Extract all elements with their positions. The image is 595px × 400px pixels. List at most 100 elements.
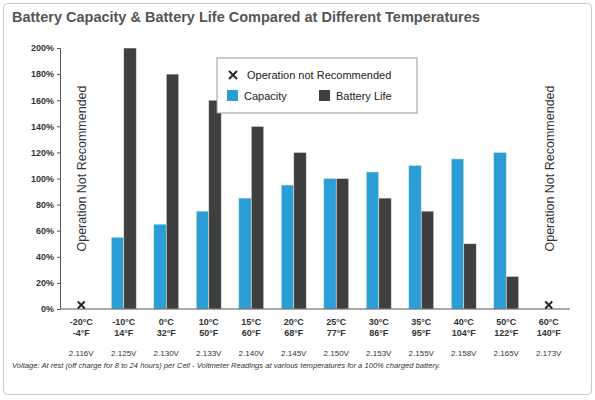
frame bbox=[4, 4, 592, 395]
y-tick: 0% bbox=[41, 304, 60, 314]
annotation: Operation Not Recommended bbox=[75, 85, 89, 251]
y-tick-label: 20% bbox=[36, 278, 54, 288]
y-tick-mark bbox=[57, 309, 60, 310]
y-tick-label: 0% bbox=[41, 304, 54, 314]
x-tick-label-fahrenheit: 95°F bbox=[412, 328, 432, 338]
voltage-label: 2.150V bbox=[324, 349, 350, 358]
annotation: Operation Not Recommended bbox=[543, 85, 557, 251]
x-tick-label-fahrenheit: 60°F bbox=[242, 328, 262, 338]
legend-label: Operation not Recommended bbox=[247, 69, 391, 81]
x-tick-label: 0°C bbox=[159, 317, 175, 327]
x-tick-label: 20°C bbox=[284, 317, 305, 327]
annotations: Operation Not Recommended Operation Not R… bbox=[75, 85, 557, 308]
y-tick-label: 140% bbox=[31, 122, 54, 132]
x-axis-line bbox=[60, 309, 570, 310]
bar bbox=[421, 211, 434, 309]
bar bbox=[111, 237, 124, 309]
x-tick-label: 50°C bbox=[496, 317, 517, 327]
y-tick-label: 180% bbox=[31, 69, 54, 79]
x-tick-label-fahrenheit: 122°F bbox=[494, 328, 519, 338]
bar bbox=[409, 165, 422, 309]
voltage-label: 2.158V bbox=[451, 349, 477, 358]
x-tick-label: 30°C bbox=[369, 317, 390, 327]
bar bbox=[451, 159, 464, 309]
bar bbox=[464, 244, 477, 309]
y-tick: 180% bbox=[31, 69, 60, 79]
bar bbox=[251, 126, 264, 309]
bar bbox=[124, 48, 137, 309]
bar bbox=[196, 211, 209, 309]
voltage-label: 2.165V bbox=[494, 349, 520, 358]
legend-marker bbox=[229, 71, 237, 79]
y-axis: 0% 20% 40% 60% 80% 100% 120% 140% 160% 180% 200% bbox=[31, 43, 61, 314]
y-tick: 140% bbox=[31, 122, 60, 132]
x-axis: -20°C-4°F 2.116V -10°C14°F 2.125V 0°C32°F 2.1… bbox=[69, 317, 562, 358]
y-tick: 20% bbox=[36, 278, 60, 288]
x-tick-label: 40°C bbox=[454, 317, 475, 327]
bars bbox=[111, 48, 519, 309]
bar bbox=[506, 276, 519, 309]
x-tick-label-fahrenheit: 32°F bbox=[157, 328, 177, 338]
x-tick-label: 25°C bbox=[326, 317, 347, 327]
x-tick-label-fahrenheit: 50°F bbox=[199, 328, 219, 338]
legend-box bbox=[217, 58, 417, 113]
voltage-note: Voltage: At rest (off charge for 8 to 24… bbox=[12, 361, 440, 370]
x-tick-label-fahrenheit: 68°F bbox=[284, 328, 304, 338]
x-tick-label: 15°C bbox=[241, 317, 262, 327]
y-axis-line bbox=[57, 49, 61, 310]
bar bbox=[294, 152, 307, 309]
y-tick-label: 60% bbox=[36, 226, 54, 236]
legend-swatch bbox=[227, 90, 238, 101]
y-tick-mark bbox=[57, 179, 60, 180]
voltage-label: 2.116V bbox=[69, 349, 94, 358]
legend-label: Battery Life bbox=[336, 90, 392, 102]
y-tick-label: 80% bbox=[36, 200, 54, 210]
legend-label: Capacity bbox=[244, 90, 287, 102]
voltage-label: 2.125V bbox=[111, 349, 137, 358]
y-tick-mark bbox=[57, 257, 60, 258]
x-tick-label-fahrenheit: -4°F bbox=[73, 328, 91, 338]
y-tick: 100% bbox=[31, 174, 60, 184]
x-tick-label: 60°C bbox=[539, 317, 560, 327]
legend-swatch bbox=[319, 90, 330, 101]
y-tick-mark bbox=[57, 74, 60, 75]
y-tick-mark bbox=[57, 100, 60, 101]
x-tick-label-fahrenheit: 104°F bbox=[452, 328, 477, 338]
x-tick-label-fahrenheit: 14°F bbox=[114, 328, 134, 338]
y-tick: 200% bbox=[31, 43, 60, 53]
y-tick-label: 100% bbox=[31, 174, 54, 184]
y-tick-label: 40% bbox=[36, 252, 54, 262]
bar bbox=[209, 100, 222, 309]
y-tick-mark bbox=[57, 205, 60, 206]
y-tick-label: 120% bbox=[31, 148, 54, 158]
chart-svg: Battery Capacity & Battery Life Compared… bbox=[0, 0, 595, 400]
voltage-label: 2.133V bbox=[196, 349, 222, 358]
not-recommended-marker bbox=[545, 302, 552, 309]
y-tick: 60% bbox=[36, 226, 60, 236]
y-tick-label: 200% bbox=[31, 43, 54, 53]
x-tick-label-fahrenheit: 77°F bbox=[327, 328, 347, 338]
bar bbox=[379, 198, 392, 309]
bar bbox=[336, 179, 349, 310]
voltage-label: 2.153V bbox=[366, 349, 392, 358]
x-tick-label-fahrenheit: 140°F bbox=[537, 328, 562, 338]
x-tick-label: -10°C bbox=[112, 317, 136, 327]
y-tick-mark bbox=[57, 152, 60, 153]
not-recommended-marker bbox=[78, 302, 85, 309]
y-tick: 40% bbox=[36, 252, 60, 262]
bar bbox=[239, 198, 252, 309]
bar bbox=[281, 185, 294, 309]
voltage-label: 2.155V bbox=[409, 349, 435, 358]
x-tick-label: 10°C bbox=[199, 317, 220, 327]
x-tick-label: 35°C bbox=[411, 317, 432, 327]
x-tick-label-fahrenheit: 86°F bbox=[369, 328, 389, 338]
legend: Operation not Recommended Capacity Battery… bbox=[217, 58, 417, 113]
x-tick-label: -20°C bbox=[70, 317, 94, 327]
y-tick-mark bbox=[57, 231, 60, 232]
bar bbox=[366, 172, 379, 309]
y-tick-label: 160% bbox=[31, 96, 54, 106]
voltage-label: 2.130V bbox=[154, 349, 180, 358]
voltage-label: 2.145V bbox=[281, 349, 307, 358]
bar bbox=[166, 74, 179, 309]
title: Battery Capacity & Battery Life Compared… bbox=[12, 9, 480, 25]
